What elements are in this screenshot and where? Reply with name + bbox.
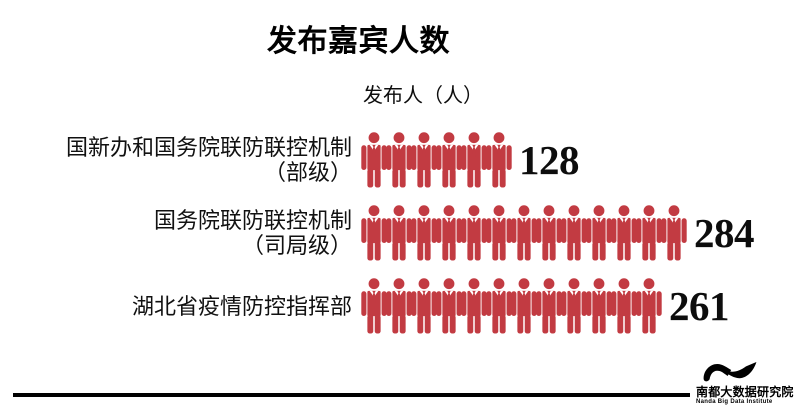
person-icon [461,205,487,261]
category-label-line1: 国务院联防联控机制 [153,208,352,233]
person-icon [536,278,562,334]
person-icon [586,278,612,334]
person-icon [361,278,387,334]
person-icon [436,205,462,261]
category-label-line1: 湖北省疫情防控指挥部 [131,293,352,319]
person-icon [511,205,537,261]
person-icon [436,132,462,188]
chart-row-hubei: 湖北省疫情防控指挥部 261 [0,277,730,335]
value-label: 128 [519,137,580,183]
value-label: 261 [669,283,730,329]
category-label-line2: （司局级） [241,233,352,258]
person-icon [611,205,637,261]
value-label: 284 [694,210,755,256]
person-icon [611,278,637,334]
person-icon [361,205,387,261]
brand-logo: 南都大数据研究院 Nanda Big Data Institute [696,360,796,406]
person-icon [636,205,662,261]
person-icon [661,205,687,261]
pictogram-icons [360,205,687,261]
person-icon [411,205,437,261]
chart-row-ministerial: 国新办和国务院联防联控机制 （部级） 128 [0,131,580,189]
wave-logo-icon [703,362,757,382]
person-icon [486,132,512,188]
person-icon [361,132,387,188]
category-label-line1: 国新办和国务院联防联控机制 [65,135,352,160]
person-icon [561,205,587,261]
person-icon [386,278,412,334]
person-icon [461,278,487,334]
brand-name-cn: 南都大数据研究院 [696,385,794,399]
person-icon [511,278,537,334]
category-label: 国新办和国务院联防联控机制 （部级） [0,135,352,185]
chart-row-bureau: 国务院联防联控机制 （司局级） 284 [0,204,755,262]
footer-divider [13,393,690,397]
category-label: 国务院联防联控机制 （司局级） [0,208,352,258]
pictogram-icons [360,132,512,188]
person-icon [586,205,612,261]
chart-title: 发布嘉宾人数 [267,25,450,58]
category-label-line2: （部级） [263,160,352,185]
person-icon [411,278,437,334]
pictogram-icons [360,278,662,334]
person-icon [486,205,512,261]
person-icon [536,205,562,261]
category-label: 湖北省疫情防控指挥部 [0,294,352,319]
person-icon [636,278,662,334]
person-icon [461,132,487,188]
person-icon [436,278,462,334]
unit-label: 发布人（人） [363,85,483,107]
person-icon [561,278,587,334]
brand-name-en: Nanda Big Data Institute [696,399,773,405]
person-icon [486,278,512,334]
person-icon [386,205,412,261]
person-icon [386,132,412,188]
person-icon [411,132,437,188]
